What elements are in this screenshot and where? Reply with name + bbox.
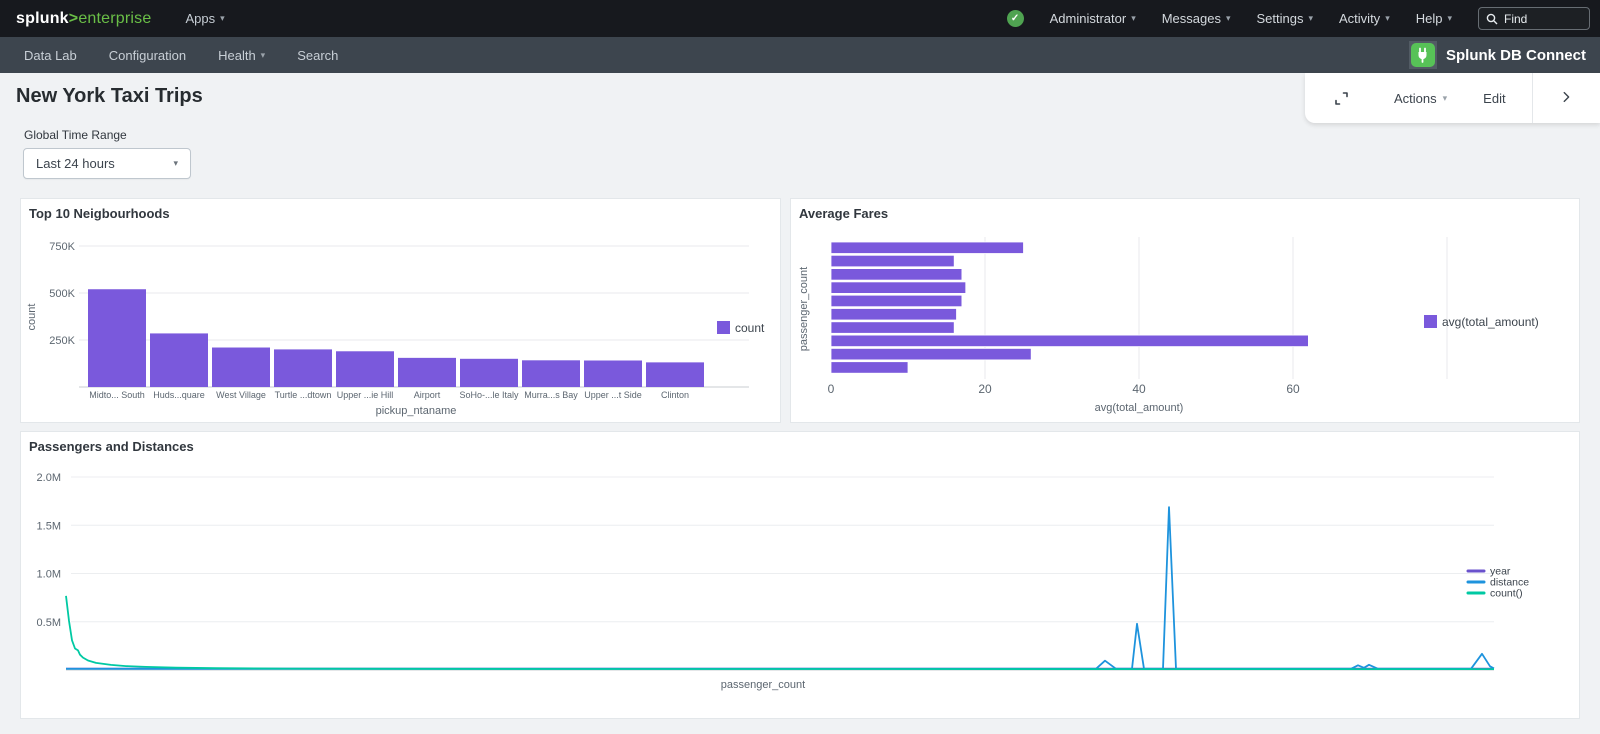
app-brand[interactable]: Splunk DB Connect xyxy=(1408,41,1586,69)
svg-text:Upper ...t Side: Upper ...t Side xyxy=(584,390,642,400)
chevron-down-icon: ▾ xyxy=(1385,13,1390,23)
panel-top10-neighbourhoods: Top 10 Neigbourhoods 250K 500K 750K count Mi… xyxy=(20,198,781,423)
svg-text:passenger_count: passenger_count xyxy=(721,679,805,691)
app-brand-title: Splunk DB Connect xyxy=(1445,46,1586,64)
nav-item-label: Health xyxy=(218,47,256,63)
svg-text:count(): count() xyxy=(1490,588,1523,600)
messages-menu-label: Messages xyxy=(1161,11,1221,26)
svg-text:avg(total_amount): avg(total_amount) xyxy=(1095,402,1184,414)
svg-text:0: 0 xyxy=(828,382,835,396)
logo-splunk-text: splunk xyxy=(16,9,69,27)
administrator-menu[interactable]: Administrator ▾ xyxy=(1050,11,1136,26)
panel-title: Average Fares xyxy=(799,206,889,221)
db-connect-icon xyxy=(1408,41,1437,69)
svg-text:20: 20 xyxy=(978,382,992,396)
fullscreen-button[interactable] xyxy=(1333,90,1350,107)
svg-text:count: count xyxy=(26,304,38,331)
svg-text:SoHo-...le Italy: SoHo-...le Italy xyxy=(459,390,519,400)
svg-text:pickup_ntaname: pickup_ntaname xyxy=(376,405,457,417)
svg-text:avg(total_amount): avg(total_amount) xyxy=(1442,315,1539,329)
messages-menu[interactable]: Messages ▾ xyxy=(1162,11,1231,26)
svg-text:Midto... South: Midto... South xyxy=(89,390,145,400)
app-navbar: Data Lab Configuration Health ▾ Search xyxy=(0,37,1600,73)
passengers-distances-line-chart[interactable]: 0.5M 1.0M 1.5M 2.0M passenger_count yeardista… xyxy=(21,432,1579,718)
svg-text:West Village: West Village xyxy=(216,390,266,400)
topbar-right-menus: ✓ Administrator ▾ Messages ▾ Settings ▾ Act… xyxy=(1006,7,1590,30)
time-range-label: Global Time Range xyxy=(24,128,127,142)
svg-text:500K: 500K xyxy=(49,288,75,300)
nav-item-data-lab[interactable]: Data Lab xyxy=(24,48,77,63)
actions-button[interactable]: Actions ▾ xyxy=(1394,91,1447,106)
svg-text:Murra...s Bay: Murra...s Bay xyxy=(524,390,578,400)
activity-menu[interactable]: Activity ▾ xyxy=(1339,11,1390,26)
average-fares-bar-chart[interactable]: 0 20 40 60passenger_countavg(total_amount)a… xyxy=(791,199,1579,422)
svg-text:distance: distance xyxy=(1490,577,1529,589)
dashboard-toolbar: Actions ▾ Edit xyxy=(1305,73,1600,123)
help-menu[interactable]: Help ▾ xyxy=(1416,11,1452,26)
chevron-down-icon: ▾ xyxy=(1308,13,1314,23)
nav-item-label: Data Lab xyxy=(24,47,77,63)
nav-item-search[interactable]: Search xyxy=(297,48,338,63)
svg-text:Huds...quare: Huds...quare xyxy=(153,390,205,400)
search-icon xyxy=(1486,13,1498,24)
health-check-icon[interactable]: ✓ xyxy=(1006,10,1024,27)
toolbar-divider xyxy=(1531,73,1533,123)
splunk-logo[interactable]: splunk>enterprise xyxy=(16,10,151,28)
edit-button[interactable]: Edit xyxy=(1483,91,1505,106)
chevron-down-icon: ▾ xyxy=(173,158,178,168)
find-search-input[interactable] xyxy=(1504,11,1582,26)
top10-neighbourhoods-bar-chart[interactable]: 250K 500K 750K count Midto... South Huds...qu… xyxy=(21,199,780,422)
apps-menu-label: Apps xyxy=(185,11,216,26)
chevron-down-icon: ▾ xyxy=(260,49,266,60)
panel-title: Passengers and Distances xyxy=(29,439,194,454)
page-title: New York Taxi Trips xyxy=(16,85,203,107)
chevron-down-icon: ▾ xyxy=(1447,13,1452,23)
panel-average-fares: Average Fares 0 20 40 60 passenger_count avg(… xyxy=(790,198,1580,423)
settings-menu-label: Settings xyxy=(1256,11,1304,26)
time-range-value: Last 24 hours xyxy=(36,156,115,171)
nav-item-configuration[interactable]: Configuration xyxy=(109,48,186,63)
help-menu-label: Help xyxy=(1415,11,1443,26)
actions-button-label: Actions xyxy=(1394,90,1437,106)
nav-item-health[interactable]: Health ▾ xyxy=(218,48,265,63)
svg-text:2.0M: 2.0M xyxy=(37,472,61,484)
nav-item-label: Search xyxy=(297,47,339,63)
activity-menu-label: Activity xyxy=(1339,11,1381,26)
time-range-dropdown[interactable]: Last 24 hours ▾ xyxy=(23,148,191,179)
edit-button-label: Edit xyxy=(1483,90,1506,106)
svg-text:passenger_count: passenger_count xyxy=(798,267,810,351)
svg-text:250K: 250K xyxy=(49,335,75,347)
chevron-down-icon: ▾ xyxy=(1131,13,1136,23)
panel-title: Top 10 Neigbourhoods xyxy=(29,206,170,221)
apps-menu[interactable]: Apps ▾ xyxy=(185,11,224,26)
top-navbar: splunk>enterprise Apps ▾ ✓ Administrator… xyxy=(0,0,1600,37)
svg-text:Turtle ...dtown: Turtle ...dtown xyxy=(275,390,332,400)
chevron-down-icon: ▾ xyxy=(1442,92,1448,103)
svg-text:Upper ...ie Hill: Upper ...ie Hill xyxy=(337,390,394,400)
find-search-box[interactable] xyxy=(1478,7,1590,30)
svg-text:750K: 750K xyxy=(49,241,75,253)
svg-text:0.5M: 0.5M xyxy=(37,617,61,629)
chevron-down-icon: ▾ xyxy=(220,13,225,23)
logo-gt: > xyxy=(68,9,79,27)
settings-menu[interactable]: Settings ▾ xyxy=(1257,11,1314,26)
svg-text:40: 40 xyxy=(1132,382,1146,396)
svg-text:1.0M: 1.0M xyxy=(37,569,61,581)
collapse-panel-button[interactable] xyxy=(1559,90,1573,107)
expand-icon xyxy=(1335,91,1348,105)
svg-text:1.5M: 1.5M xyxy=(37,520,61,532)
logo-enterprise-text: enterprise xyxy=(78,9,152,27)
svg-text:Clinton: Clinton xyxy=(661,390,689,400)
svg-text:Airport: Airport xyxy=(414,390,441,400)
chevron-down-icon: ▾ xyxy=(1225,13,1231,23)
panel-passengers-distances: Passengers and Distances 0.5M 1.0M 1.5M 2.0… xyxy=(20,431,1580,719)
svg-text:year: year xyxy=(1490,566,1511,578)
chevron-right-icon xyxy=(1563,91,1569,102)
nav-item-label: Configuration xyxy=(108,47,187,63)
svg-text:60: 60 xyxy=(1286,382,1300,396)
administrator-menu-label: Administrator xyxy=(1049,11,1127,26)
svg-text:count: count xyxy=(735,321,765,335)
